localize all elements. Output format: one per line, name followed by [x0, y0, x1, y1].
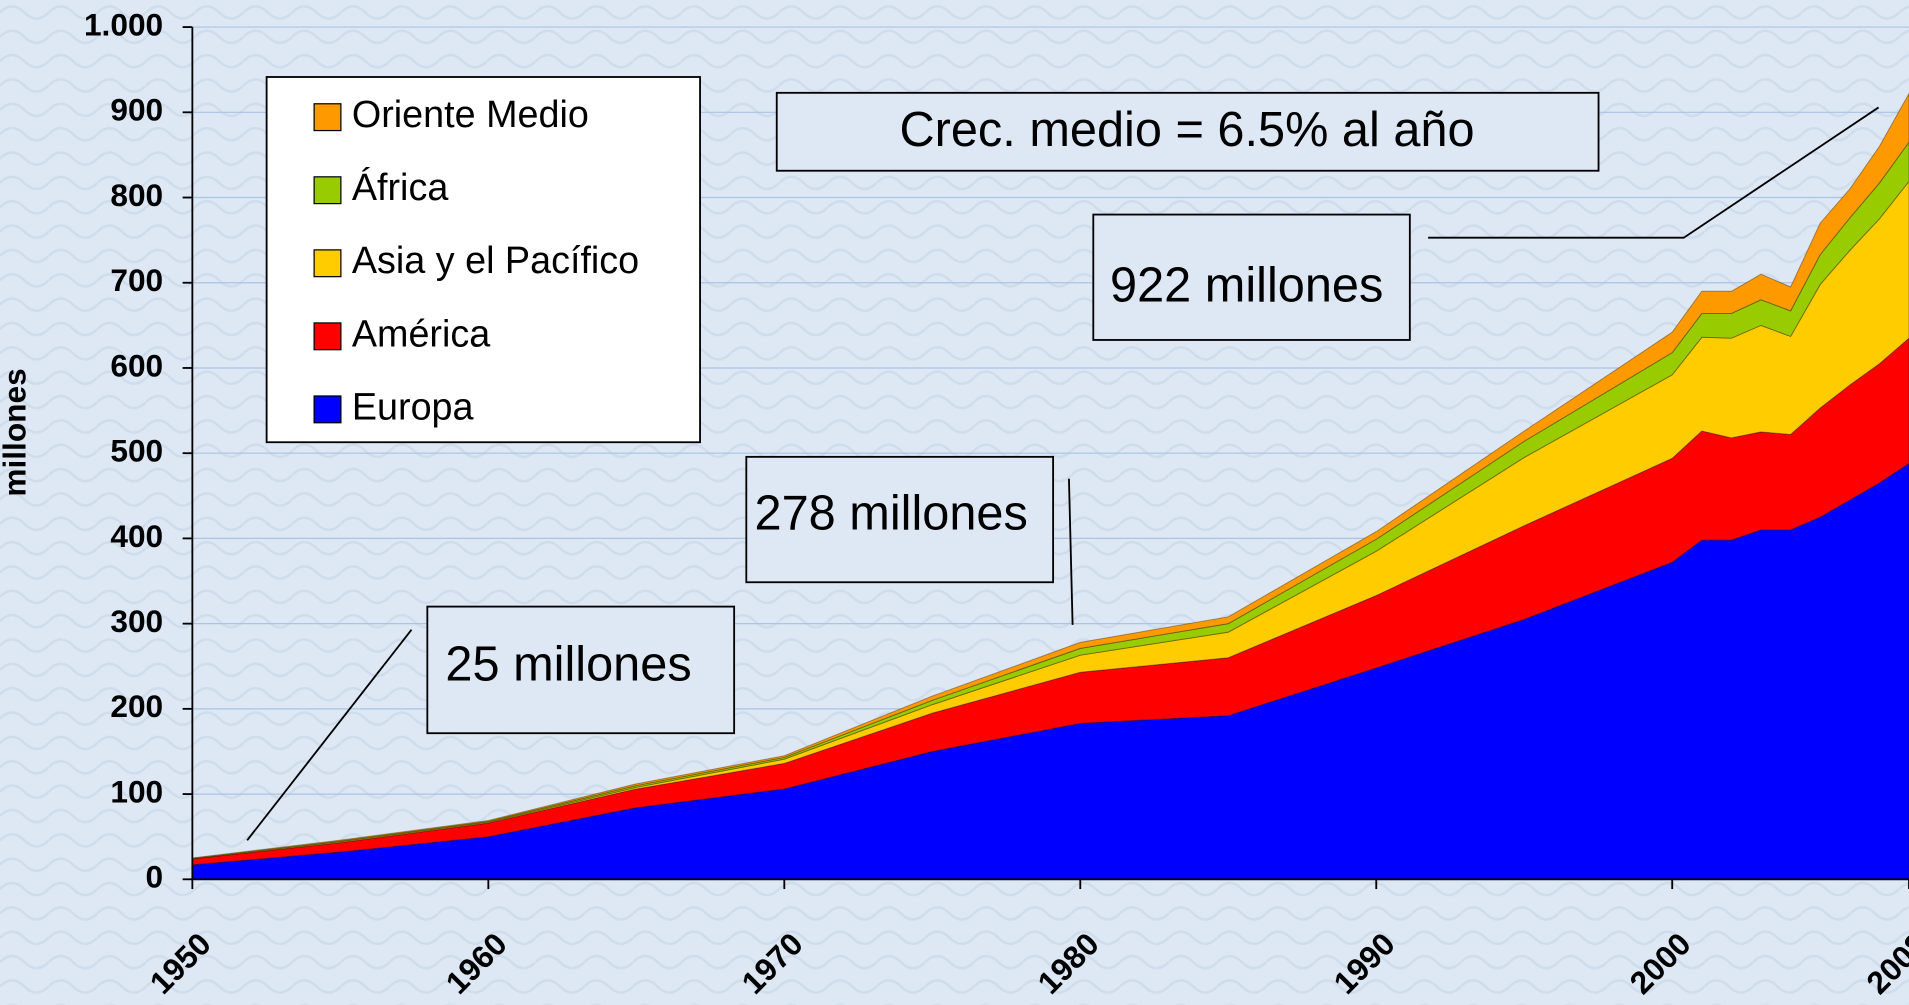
- annotation: 25 millones: [445, 637, 691, 691]
- y-axis-label: millones: [0, 368, 32, 496]
- legend-swatch: [313, 395, 342, 424]
- y-tick-label: 1.000: [84, 6, 163, 42]
- y-tick-label: 800: [110, 177, 163, 213]
- annotation-box: [1092, 213, 1411, 341]
- y-tick-label: 100: [110, 773, 163, 809]
- y-tick-label: 300: [110, 603, 163, 639]
- leader-line: [246, 629, 413, 841]
- y-tick-label: 400: [110, 518, 163, 554]
- annotation: Crec. medio = 6.5% al año: [899, 103, 1474, 157]
- legend-swatch: [313, 176, 342, 205]
- annotation: 278 millones: [755, 486, 1028, 540]
- legend-label: Oriente Medio: [352, 93, 589, 135]
- y-tick-label: 600: [110, 347, 163, 383]
- annotation-box: [775, 91, 1600, 172]
- y-tick-label: 500: [110, 433, 163, 469]
- legend-swatch: [313, 103, 342, 132]
- legend: Oriente Medio África Asia y el Pacífico Amé…: [265, 76, 701, 444]
- legend-label: Asia y el Pacífico: [352, 239, 639, 281]
- annotation: 922 millones: [1110, 259, 1383, 313]
- leader-line: [1068, 478, 1074, 625]
- annotation-box: [745, 455, 1055, 584]
- y-tick-label: 200: [110, 688, 163, 724]
- annotation-box: [426, 605, 736, 735]
- leader-line: [1428, 106, 1880, 239]
- legend-label: América: [352, 312, 490, 354]
- legend-swatch: [313, 249, 342, 278]
- y-tick-label: 900: [110, 92, 163, 128]
- legend-label: Europa: [352, 385, 474, 427]
- legend-swatch: [313, 322, 342, 351]
- area: [191, 92, 1909, 859]
- y-tick-label: 0: [146, 859, 164, 895]
- legend-label: África: [352, 166, 448, 208]
- y-tick-label: 700: [110, 262, 163, 298]
